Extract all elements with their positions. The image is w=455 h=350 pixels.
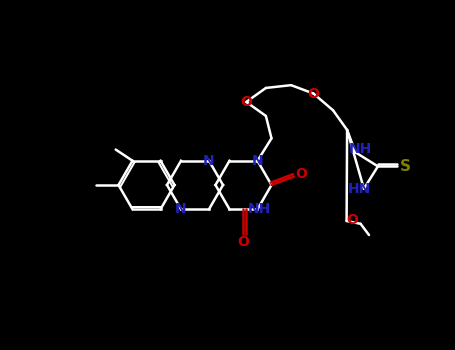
Text: HN: HN xyxy=(347,182,370,196)
Text: S: S xyxy=(400,159,411,174)
Text: O: O xyxy=(308,86,319,100)
Text: NH: NH xyxy=(248,202,271,216)
Text: NH: NH xyxy=(349,142,372,156)
Text: O: O xyxy=(240,95,252,109)
Text: O: O xyxy=(295,167,307,181)
Text: N: N xyxy=(252,154,263,168)
Text: N: N xyxy=(175,202,187,216)
Text: N: N xyxy=(203,154,215,168)
Text: O: O xyxy=(238,236,249,250)
Text: O: O xyxy=(346,212,358,226)
